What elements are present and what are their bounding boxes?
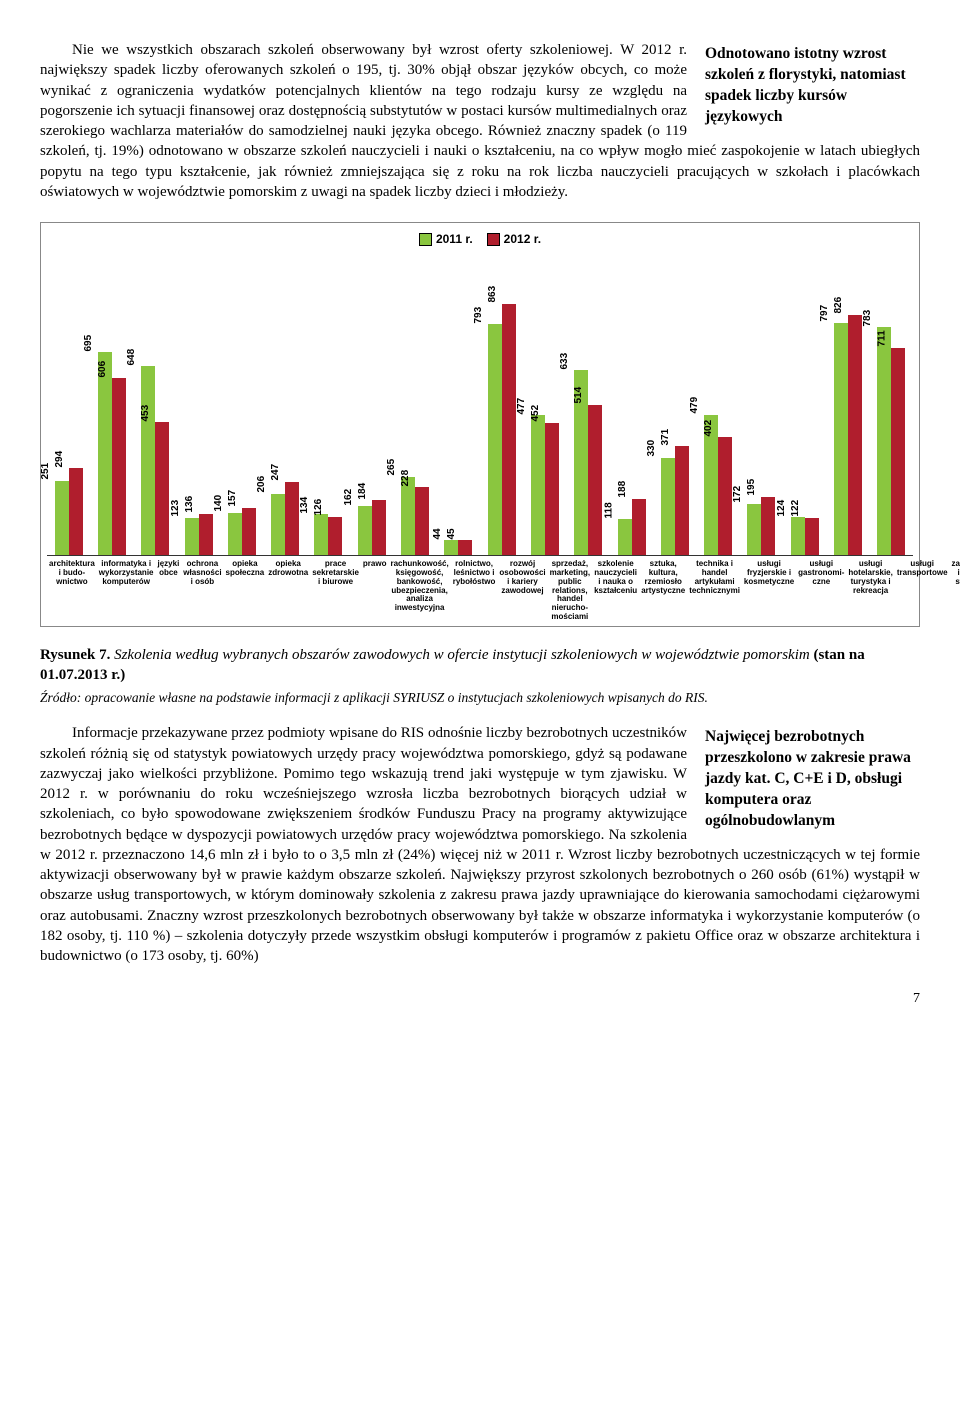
- x-axis-label: prawo: [361, 560, 389, 622]
- x-axis-label: ochrona własności i osób: [181, 560, 223, 622]
- x-axis-label: usługi gastronomi- czne: [796, 560, 846, 622]
- x-axis-label: usługi fryzjerskie i kosmetyczne: [742, 560, 796, 622]
- bar: 711: [891, 348, 905, 555]
- bar: 122: [805, 518, 819, 555]
- x-axis-label: rozwój osobowości i kariery zawodowej: [497, 560, 547, 622]
- bar-chart: 2011 r. 2012 r. 251294 695606 648453 123136…: [40, 222, 920, 627]
- x-axis-label: informatyka i wykorzystanie komputerów: [97, 560, 156, 622]
- bar: 797: [834, 323, 848, 555]
- bar: 124: [791, 517, 805, 555]
- bar: 184: [372, 500, 386, 555]
- bar: 452: [545, 423, 559, 556]
- x-axis-label: szkolenie nauczycieli i nauka o kształce…: [592, 560, 639, 622]
- bar: 157: [242, 508, 256, 555]
- figure-caption: Rysunek 7. Szkolenia według wybranych ob…: [40, 645, 920, 686]
- x-axis-label: usługi hotelarskie, turystyka i rekreacj…: [846, 560, 894, 622]
- caption-number: Rysunek 7.: [40, 647, 110, 663]
- x-axis-label: technika i handel artykułami technicznym…: [687, 560, 742, 622]
- chart-x-labels: architektura i budo- wnictwoinformatyka …: [47, 560, 913, 622]
- bar: 251: [55, 481, 69, 556]
- bar: 294: [69, 468, 83, 555]
- bar: 206: [271, 494, 285, 556]
- callout-box-1: Odnotowano istotny wzrost szkoleń z flor…: [705, 44, 920, 128]
- x-axis-label: usługi transportowe: [895, 560, 950, 622]
- bar: 402: [718, 437, 732, 555]
- bar: 783: [877, 327, 891, 555]
- bar: 247: [285, 482, 299, 555]
- bar: 606: [112, 378, 126, 555]
- bar: 648: [141, 366, 155, 555]
- bar: 371: [675, 446, 689, 555]
- legend-label-2011: 2011 r.: [436, 232, 473, 246]
- chart-legend: 2011 r. 2012 r.: [47, 231, 913, 247]
- x-axis-label: opieka społeczna: [224, 560, 267, 622]
- x-axis-label: prace sekretarskie i biurowe: [310, 560, 361, 622]
- bar: 477: [531, 415, 545, 555]
- x-axis-label: zarządzanie i admini- strowanie: [950, 560, 960, 622]
- legend-swatch-2011: [419, 233, 432, 246]
- bar: 136: [199, 514, 213, 555]
- x-axis-label: rachunkowość, księgowość, bankowość, ube…: [388, 560, 450, 622]
- callout-box-2: Najwięcej bezrobotnych przeszkolono w za…: [705, 727, 920, 832]
- bar: 826: [848, 315, 862, 556]
- page-number: 7: [40, 990, 920, 1009]
- bar: 453: [155, 422, 169, 555]
- bar: 514: [588, 405, 602, 555]
- bar: 228: [415, 487, 429, 555]
- legend-label-2012: 2012 r.: [504, 232, 541, 246]
- bar: 695: [98, 352, 112, 555]
- bar: 134: [314, 514, 328, 555]
- bar: 330: [661, 458, 675, 555]
- x-axis-label: sztuka, kultura, rzemiosło artystyczne: [639, 560, 687, 622]
- x-axis-label: architektura i budo- wnictwo: [47, 560, 97, 622]
- legend-swatch-2012: [487, 233, 500, 246]
- bar: 45: [458, 540, 472, 555]
- x-axis-label: języki obce: [156, 560, 182, 622]
- caption-text: Szkolenia według wybranych obszarów zawo…: [114, 647, 813, 663]
- bar: 195: [761, 497, 775, 555]
- bar: 188: [632, 499, 646, 555]
- bar: 793: [488, 324, 502, 555]
- bar: 162: [358, 506, 372, 555]
- x-axis-label: opieka zdrowotna: [266, 560, 310, 622]
- chart-plot-area: 2512946956066484531231361401572062471341…: [47, 255, 913, 556]
- bar: 172: [747, 504, 761, 556]
- bar: 118: [618, 519, 632, 555]
- x-axis-label: rolnictwo, leśnictwo i rybołóstwo: [451, 560, 498, 622]
- bar: 863: [502, 304, 516, 555]
- bar: 123: [185, 518, 199, 556]
- bar: 44: [444, 540, 458, 555]
- bar: 140: [228, 513, 242, 555]
- x-axis-label: sprzedaż, marketing, public relations, h…: [548, 560, 592, 622]
- bar: 126: [328, 517, 342, 555]
- figure-source: Źródło: opracowanie własne na podstawie …: [40, 689, 920, 707]
